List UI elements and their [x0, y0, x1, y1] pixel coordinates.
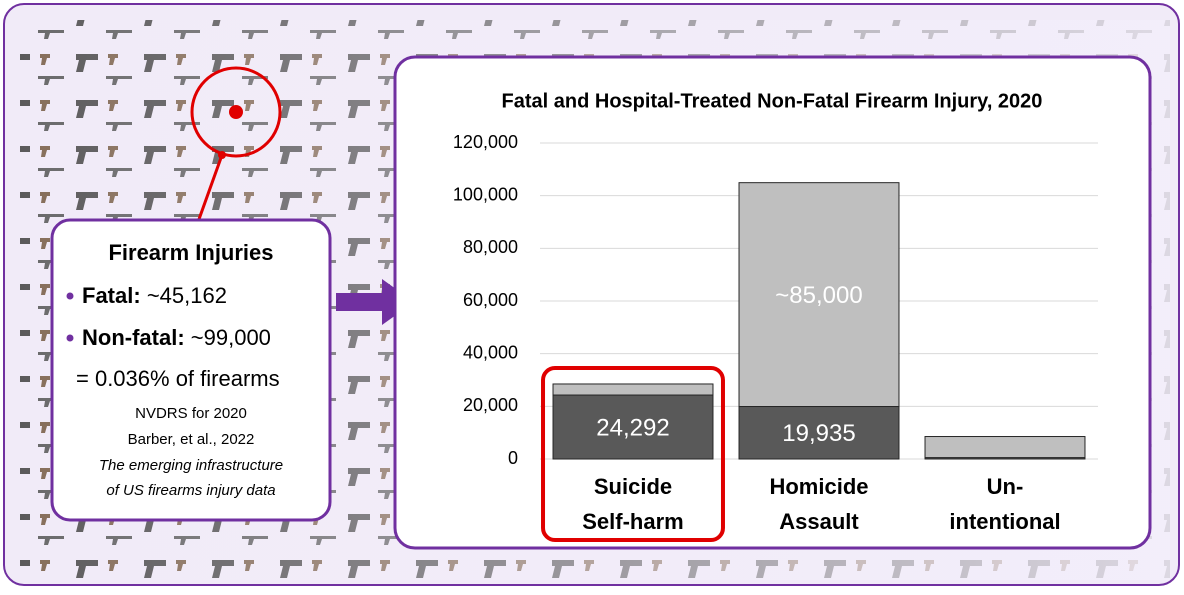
- y-tick-label: 60,000: [463, 290, 518, 310]
- item-label: Non-fatal:: [82, 325, 185, 350]
- value-label: ~85,000: [775, 282, 862, 309]
- source: NVDRS for 2020: [135, 405, 247, 422]
- bullet: [66, 292, 74, 300]
- x-tick-label: Self-harm: [582, 509, 683, 534]
- callout-box: [50, 218, 332, 522]
- callout-item: Non-fatal: ~99,000: [82, 325, 271, 350]
- bar-segment: [924, 436, 1086, 459]
- pointer-line: [196, 154, 224, 223]
- value-label: 24,292: [596, 414, 669, 441]
- item-label: Fatal:: [82, 283, 141, 308]
- bullet: [66, 334, 74, 342]
- bar-segment: [738, 182, 900, 408]
- citation: The emerging infrastructure: [99, 457, 283, 474]
- y-tick-label: 80,000: [463, 237, 518, 257]
- bar-segment: [552, 383, 714, 396]
- category-highlight: [541, 366, 725, 542]
- source: Barber, et al., 2022: [128, 431, 255, 448]
- callout-title: Firearm Injuries: [108, 240, 273, 265]
- item-value: ~45,162: [147, 283, 227, 308]
- bar-segment: [738, 406, 900, 460]
- item-value: ~99,000: [191, 325, 271, 350]
- x-tick-label: intentional: [949, 509, 1060, 534]
- y-tick-label: 100,000: [453, 184, 518, 204]
- highlight-circle: [190, 66, 282, 158]
- x-tick-label: Assault: [779, 509, 859, 534]
- y-tick-label: 0: [508, 448, 518, 468]
- callout-item: Fatal: ~45,162: [82, 283, 227, 308]
- impact-mark: [229, 105, 243, 119]
- plot: 0 20,000 40,000 60,000 80,000 100,000 120,000 2…: [453, 132, 1098, 542]
- y-tick-label: 120,000: [453, 132, 518, 152]
- x-tick-label: Un-: [987, 474, 1024, 499]
- bar-segment: [552, 394, 714, 460]
- value-label: 19,935: [782, 420, 855, 447]
- chart-title: Fatal and Hospital-Treated Non-Fatal Fir…: [502, 90, 1043, 112]
- y-tick-label: 20,000: [463, 395, 518, 415]
- y-tick-label: 40,000: [463, 342, 518, 362]
- x-tick-label: Suicide: [594, 474, 672, 499]
- citation: of US firearms injury data: [106, 482, 275, 499]
- x-tick-label: Homicide: [769, 474, 868, 499]
- callout-ratio: = 0.036% of firearms: [76, 366, 280, 391]
- pointer-dot: [218, 151, 226, 159]
